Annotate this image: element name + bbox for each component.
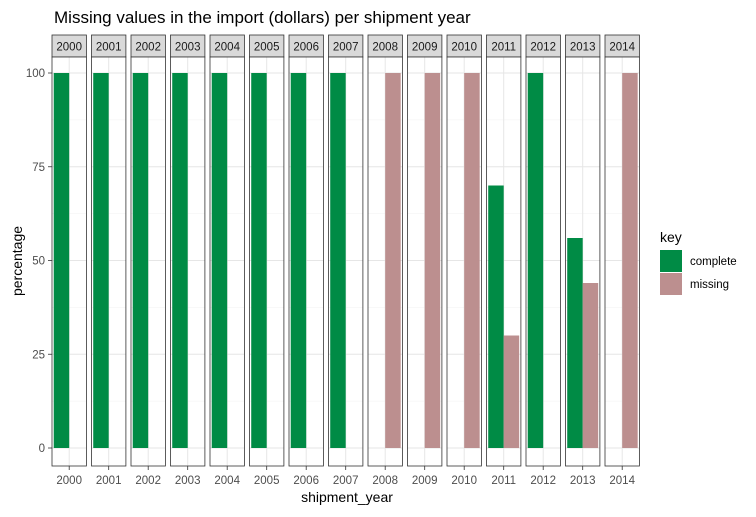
bar-complete-2007 <box>330 73 346 448</box>
x-tick-label: 2006 <box>293 475 319 487</box>
facet-strip-label: 2014 <box>609 42 635 54</box>
x-tick-label: 2003 <box>175 475 201 487</box>
y-tick-label: 75 <box>32 162 45 174</box>
facet-strip-label: 2010 <box>451 42 477 54</box>
x-tick-label: 2008 <box>372 475 398 487</box>
facet-strip-label: 2007 <box>333 42 359 54</box>
facet-strip-label: 2001 <box>96 42 122 54</box>
x-tick-label: 2009 <box>412 475 438 487</box>
facet-panel-2011: 2011 <box>486 34 522 467</box>
legend-title: key <box>660 229 682 245</box>
x-tick-label: 2004 <box>214 475 240 487</box>
bar-complete-2004 <box>211 73 228 448</box>
bar-missing-2010 <box>464 73 480 448</box>
legend-label-missing: missing <box>690 279 729 291</box>
bar-complete-2005 <box>251 73 267 448</box>
x-tick-label: 2007 <box>333 475 359 487</box>
x-tick-label: 2000 <box>56 475 82 487</box>
facet-panels: 2000 2001 2002 2003 2004 2005 2006 2007 2008 2009… <box>51 34 640 467</box>
facet-strip-label: 2003 <box>175 42 201 54</box>
bar-complete-2011 <box>488 185 504 448</box>
bar-missing-2008 <box>385 73 401 448</box>
x-tick-label: 2014 <box>609 475 635 487</box>
x-tick-label: 2005 <box>254 475 280 487</box>
legend-label-complete: complete <box>690 256 737 268</box>
x-tick-label: 2011 <box>491 475 516 487</box>
bar-missing-2014 <box>622 73 638 448</box>
bar-missing-2009 <box>424 73 441 448</box>
y-tick-label: 25 <box>32 349 45 361</box>
facet-panel-2012: 2012 <box>525 34 561 467</box>
facet-panel-2006: 2006 <box>288 34 324 467</box>
bar-complete-2000 <box>53 73 70 448</box>
bar-complete-2012 <box>527 73 544 448</box>
bar-complete-2006 <box>290 73 307 448</box>
facet-panel-2003: 2003 <box>170 34 206 467</box>
x-axis: 2000 2001 2002 2003 2004 2005 2006 2007 2008 2009… <box>56 466 636 487</box>
y-axis-label: percentage <box>9 226 25 296</box>
y-tick-label: 100 <box>26 68 45 80</box>
bar-complete-2013 <box>567 238 583 448</box>
facet-panel-2008: 2008 <box>367 34 403 467</box>
bar-complete-2002 <box>132 73 149 448</box>
legend-key-complete <box>660 250 682 272</box>
facet-panel-2014: 2014 <box>604 34 640 467</box>
x-tick-label: 2002 <box>135 475 161 487</box>
facet-strip-label: 2002 <box>135 42 161 54</box>
facet-strip-label: 2008 <box>372 42 398 54</box>
facet-panel-2009: 2009 <box>407 34 443 467</box>
bar-complete-2003 <box>172 73 188 448</box>
x-tick-label: 2001 <box>96 475 122 487</box>
facet-strip-label: 2005 <box>254 42 280 54</box>
facet-panel-2004: 2004 <box>209 34 245 467</box>
facet-strip-label: 2012 <box>530 42 556 54</box>
legend-key-missing <box>660 273 682 295</box>
y-axis: 0 25 50 75 100 <box>26 68 52 455</box>
x-axis-label: shipment_year <box>301 489 393 505</box>
x-tick-label: 2013 <box>570 475 596 487</box>
y-tick-label: 0 <box>39 443 45 455</box>
x-tick-label: 2012 <box>530 475 556 487</box>
facet-strip-label: 2009 <box>412 42 438 54</box>
facet-strip-label: 2011 <box>491 42 516 54</box>
facet-strip-label: 2006 <box>293 42 319 54</box>
bar-missing-2011 <box>503 335 520 448</box>
facet-strip-label: 2004 <box>214 42 240 54</box>
x-tick-label: 2010 <box>451 475 477 487</box>
facet-strip-label: 2013 <box>570 42 596 54</box>
facet-panel-2002: 2002 <box>130 34 166 467</box>
facet-panel-2005: 2005 <box>249 34 285 467</box>
facet-panel-2013: 2013 <box>565 34 601 467</box>
facet-panel-2000: 2000 <box>51 34 87 467</box>
chart-title: Missing values in the import (dollars) p… <box>54 8 471 27</box>
y-tick-label: 50 <box>32 256 45 268</box>
facet-panel-2010: 2010 <box>446 34 482 467</box>
facet-panel-2007: 2007 <box>328 34 364 467</box>
bar-missing-2013 <box>582 283 599 448</box>
bar-complete-2001 <box>93 73 109 448</box>
facet-strip-label: 2000 <box>56 42 82 54</box>
legend: key complete missing <box>660 229 737 295</box>
facet-panel-2001: 2001 <box>91 34 127 467</box>
